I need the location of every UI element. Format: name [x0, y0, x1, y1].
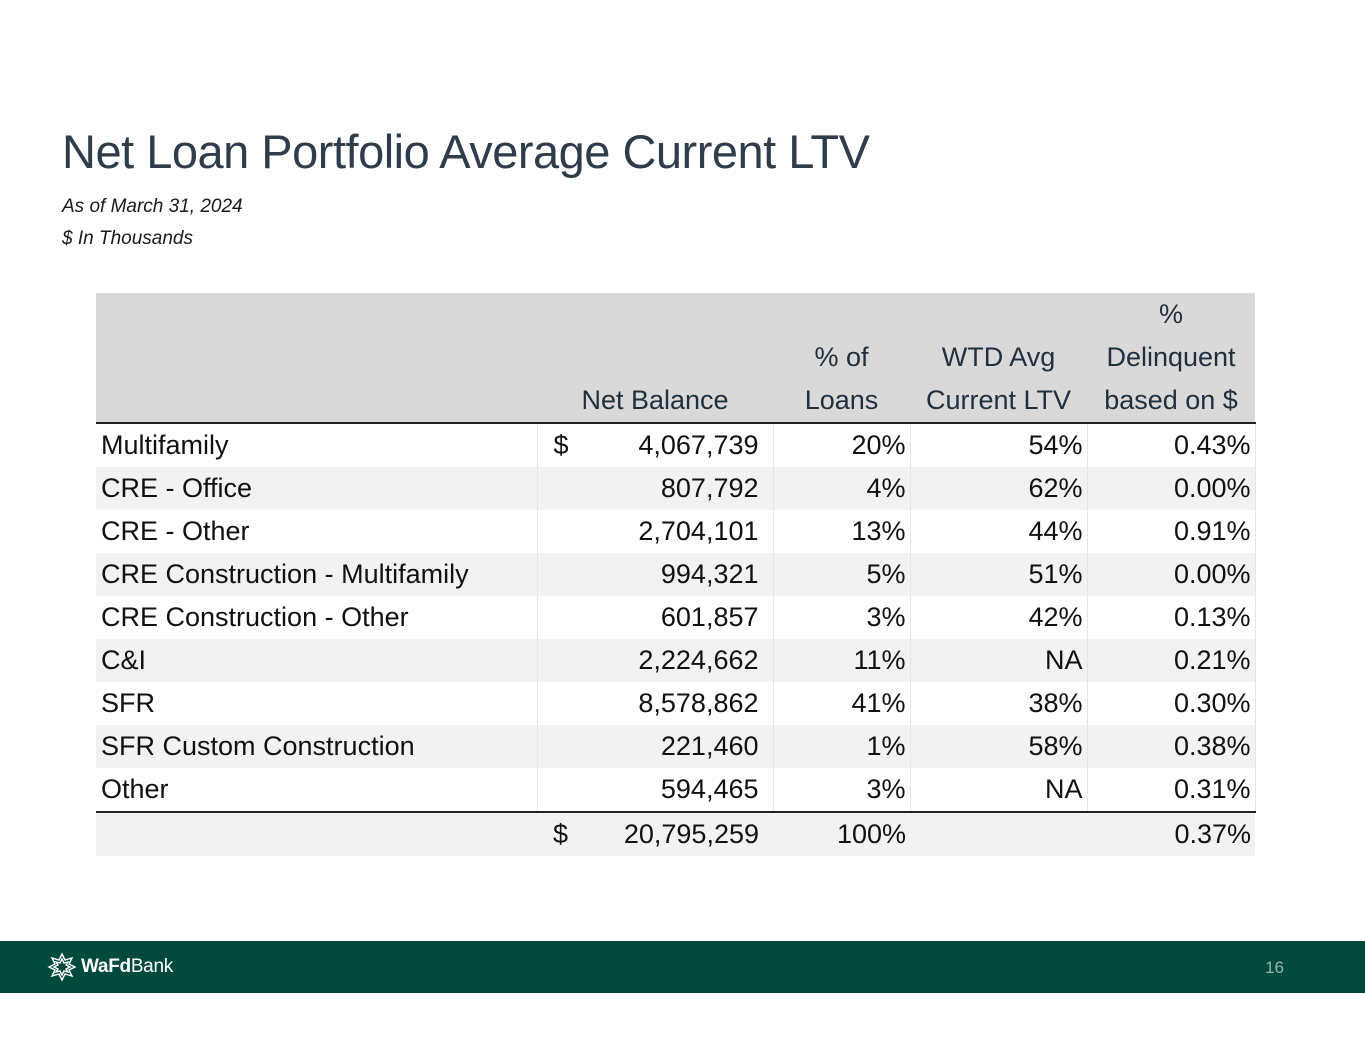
row-net-balance: 994,321 — [537, 553, 774, 596]
row-pct-of-loans: 41% — [773, 682, 911, 725]
row-wtd-avg-ltv: NA — [910, 639, 1088, 682]
row-wtd-avg-ltv: 42% — [910, 596, 1088, 639]
row-pct-of-loans: 3% — [773, 596, 911, 639]
table-row: CRE - Office 807,792 4% 62% 0.00% — [96, 467, 1256, 510]
table-row: SFR Custom Construction 221,460 1% 58% 0… — [96, 725, 1256, 768]
loan-portfolio-table: Net Balance % of Loans WTD Avg Current L… — [96, 293, 1256, 856]
table-row: CRE - Other 2,704,101 13% 44% 0.91% — [96, 510, 1256, 553]
row-pct-of-loans: 1% — [773, 725, 911, 768]
total-label — [96, 811, 537, 856]
row-pct-delinquent: 0.38% — [1087, 725, 1256, 768]
row-wtd-avg-ltv: 38% — [910, 682, 1088, 725]
row-pct-delinquent: 0.13% — [1087, 596, 1256, 639]
total-wtd-avg-ltv — [910, 811, 1087, 856]
row-net-balance: 221,460 — [537, 725, 774, 768]
row-category: C&I — [96, 639, 538, 682]
row-pct-of-loans: 11% — [773, 639, 911, 682]
brand-name-regular: Bank — [130, 956, 173, 977]
page-number: 16 — [1265, 958, 1284, 977]
row-category: SFR Custom Construction — [96, 725, 538, 768]
row-pct-delinquent: 0.00% — [1087, 467, 1256, 510]
row-category: CRE - Other — [96, 510, 538, 553]
header-pct-delinquent: % Delinquent based on $ — [1087, 293, 1255, 424]
row-category: CRE Construction - Multifamily — [96, 553, 538, 596]
row-net-balance: $4,067,739 — [537, 423, 774, 467]
header-wtd-avg-ltv: WTD Avg Current LTV — [910, 293, 1087, 424]
row-category: CRE - Office — [96, 467, 538, 510]
row-net-balance: 807,792 — [537, 467, 774, 510]
row-net-balance: 601,857 — [537, 596, 774, 639]
row-pct-delinquent: 0.21% — [1087, 639, 1256, 682]
row-category: CRE Construction - Other — [96, 596, 538, 639]
row-pct-of-loans: 4% — [773, 467, 911, 510]
row-wtd-avg-ltv: 62% — [910, 467, 1088, 510]
header-net-balance: Net Balance — [537, 293, 773, 424]
table-row: CRE Construction - Other 601,857 3% 42% … — [96, 596, 1256, 639]
row-pct-of-loans: 5% — [773, 553, 911, 596]
row-pct-delinquent: 0.43% — [1087, 423, 1256, 467]
row-pct-delinquent: 0.00% — [1087, 553, 1256, 596]
units-note: $ In Thousands — [62, 228, 193, 249]
wafd-star-logo-icon — [47, 952, 77, 982]
wafd-logo: WaFd Bank — [47, 952, 173, 982]
row-category: Other — [96, 768, 538, 812]
brand-name-bold: WaFd — [81, 956, 131, 977]
row-wtd-avg-ltv: 51% — [910, 553, 1088, 596]
row-pct-of-loans: 20% — [773, 423, 911, 467]
as-of-date: As of March 31, 2024 — [62, 196, 243, 217]
row-pct-delinquent: 0.31% — [1087, 768, 1256, 812]
total-pct-of-loans: 100% — [773, 811, 910, 856]
header-pct-of-loans: % of Loans — [773, 293, 910, 424]
row-net-balance: 8,578,862 — [537, 682, 774, 725]
table-row: SFR 8,578,862 41% 38% 0.30% — [96, 682, 1256, 725]
row-net-balance: 2,224,662 — [537, 639, 774, 682]
row-wtd-avg-ltv: NA — [910, 768, 1088, 812]
table-row: CRE Construction - Multifamily 994,321 5… — [96, 553, 1256, 596]
row-pct-of-loans: 13% — [773, 510, 911, 553]
footer-bar: WaFd Bank 16 — [0, 941, 1365, 993]
row-wtd-avg-ltv: 54% — [910, 423, 1088, 467]
row-pct-delinquent: 0.91% — [1087, 510, 1256, 553]
total-net-balance: $20,795,259 — [537, 811, 773, 856]
table-row: Other 594,465 3% NA 0.31% — [96, 768, 1256, 812]
row-category: Multifamily — [96, 423, 538, 467]
table-header-row: Net Balance % of Loans WTD Avg Current L… — [96, 293, 1255, 424]
table-row: Multifamily $4,067,739 20% 54% 0.43% — [96, 423, 1256, 467]
row-net-balance: 2,704,101 — [537, 510, 774, 553]
row-net-balance: 594,465 — [537, 768, 774, 812]
row-pct-of-loans: 3% — [773, 768, 911, 812]
row-category: SFR — [96, 682, 538, 725]
row-wtd-avg-ltv: 44% — [910, 510, 1088, 553]
row-wtd-avg-ltv: 58% — [910, 725, 1088, 768]
page-title: Net Loan Portfolio Average Current LTV — [62, 125, 870, 178]
total-pct-delinquent: 0.37% — [1087, 811, 1255, 856]
header-category — [96, 293, 537, 424]
table-row: C&I 2,224,662 11% NA 0.21% — [96, 639, 1256, 682]
total-row: $20,795,259 100% 0.37% — [96, 811, 1255, 856]
row-pct-delinquent: 0.30% — [1087, 682, 1256, 725]
